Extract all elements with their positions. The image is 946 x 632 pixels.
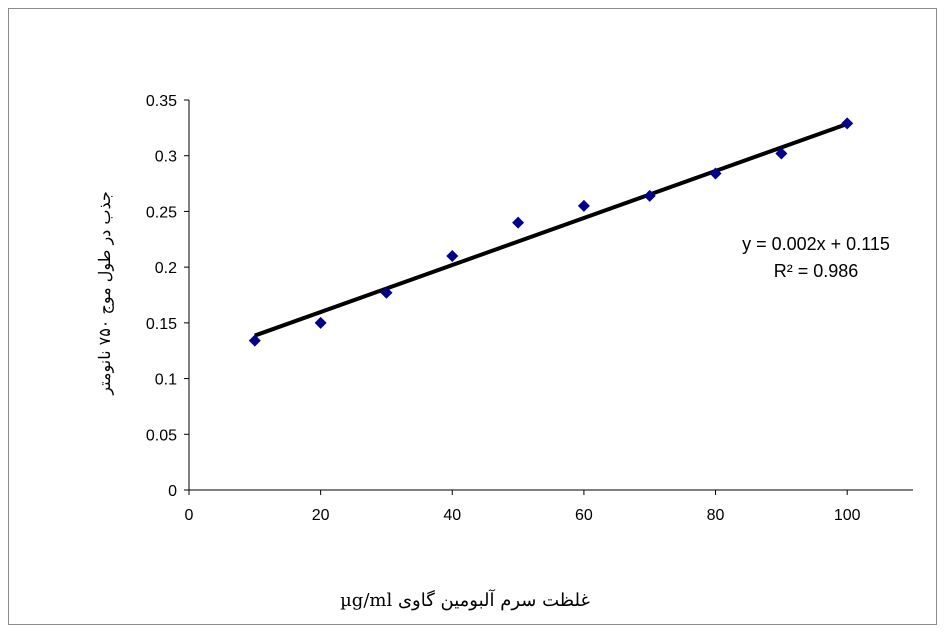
y-tick-label: 0.15 (146, 316, 177, 333)
x-tick-label: 80 (707, 507, 725, 524)
x-tick-label: 20 (312, 507, 330, 524)
data-point-marker (512, 216, 525, 229)
trendline-r2: R² = 0.986 (774, 261, 859, 281)
data-point-marker (709, 167, 722, 180)
data-point-marker (643, 189, 656, 202)
x-tick-label: 40 (443, 507, 461, 524)
data-points (248, 117, 854, 347)
y-axis-label: جذب در طول موج ۷۵۰ نانومتر (95, 191, 114, 395)
ticks: 0 0.05 0.1 0.15 0.2 0.25 0.3 0.35 0 20 40 60 80 100 (146, 93, 861, 524)
axes (188, 100, 913, 491)
y-tick-label: 0 (168, 483, 177, 500)
data-point-marker (577, 199, 590, 212)
y-tick-label: 0.3 (155, 149, 177, 166)
x-axis-label: غلظت سرم آلبومین گاوی µg/ml (340, 589, 590, 611)
trendline-group (254, 122, 848, 338)
y-tick-label: 0.25 (146, 204, 177, 221)
data-point-marker (248, 334, 261, 347)
data-point-marker (314, 316, 327, 329)
y-tick-label: 0.1 (155, 372, 177, 389)
x-tick-label: 60 (575, 507, 593, 524)
y-tick-label: 0.35 (146, 93, 177, 110)
data-point-marker (841, 117, 854, 130)
data-point-marker (380, 286, 393, 299)
data-point-marker (446, 250, 459, 262)
x-tick-label: 100 (834, 507, 861, 524)
data-point-marker (775, 147, 788, 160)
chart-frame (8, 8, 937, 625)
y-tick-label: 0.2 (155, 260, 177, 277)
y-tick-label: 0.05 (146, 427, 177, 444)
trendline-equation: y = 0.002x + 0.115 (742, 234, 890, 254)
trendline (254, 122, 848, 338)
x-tick-label: 0 (185, 507, 194, 524)
